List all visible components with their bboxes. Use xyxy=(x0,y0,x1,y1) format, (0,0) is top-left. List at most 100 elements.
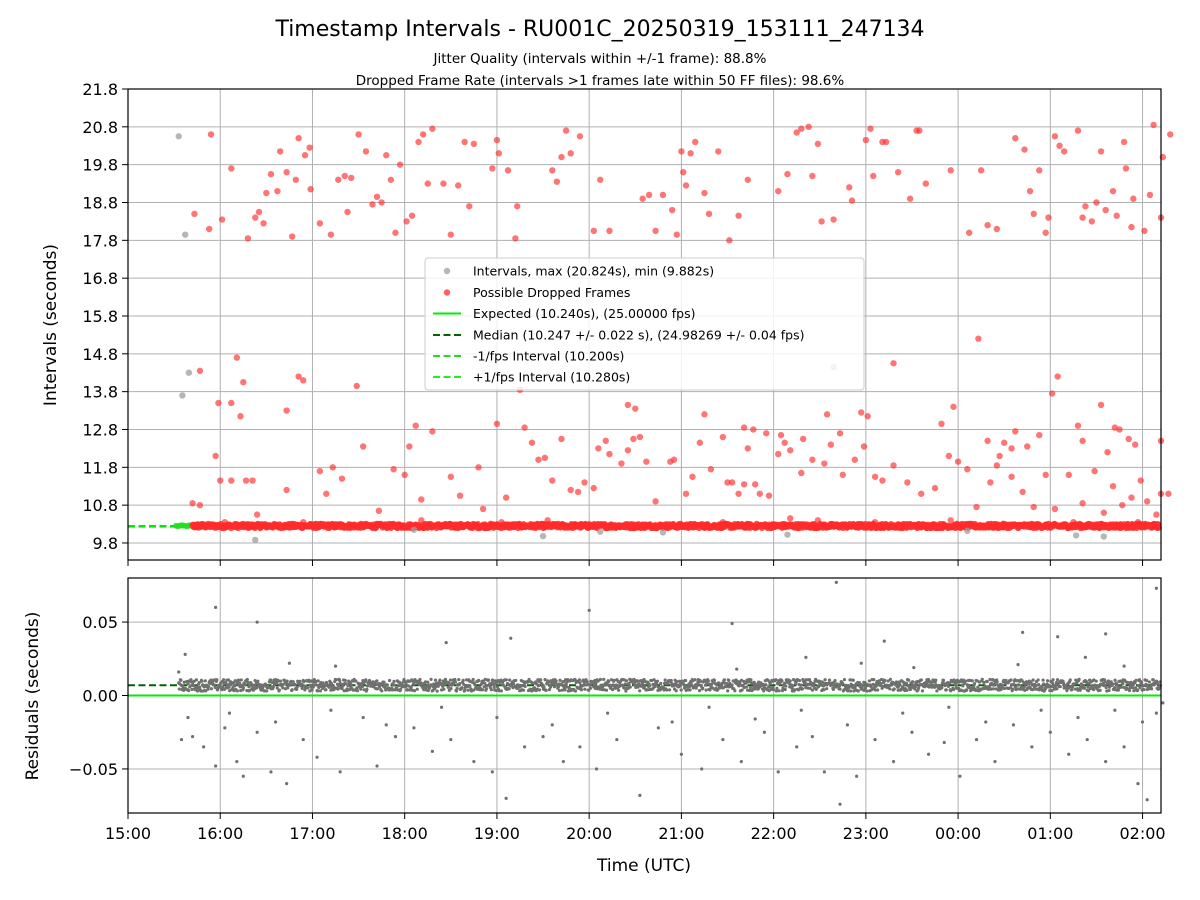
dropped-frame-point xyxy=(724,479,731,486)
residual-band-point xyxy=(667,688,672,692)
residual-band-point xyxy=(725,681,729,686)
dropped-frame-point xyxy=(396,161,404,168)
dropped-frame-point xyxy=(1150,121,1157,129)
residual-band-point xyxy=(265,689,269,693)
dropped-frame-point xyxy=(567,150,574,157)
time-x-tick-label: 00:00 xyxy=(935,824,981,843)
intervals-y-tick-label: 12.8 xyxy=(82,420,118,439)
residual-point xyxy=(845,723,850,727)
residual-band-point xyxy=(831,687,835,691)
residual-band-point xyxy=(324,680,329,685)
chart-subtitle-dropped: Dropped Frame Rate (intervals >1 frames … xyxy=(356,73,845,89)
residual-band-point xyxy=(487,678,491,682)
dropped-frame-point xyxy=(237,413,244,420)
dropped-frame-point xyxy=(1134,518,1142,526)
dropped-frame-point xyxy=(1030,210,1037,218)
residual-band-point xyxy=(701,686,705,690)
residual-band-point xyxy=(1024,680,1029,684)
residual-band-point xyxy=(972,682,977,686)
dropped-frame-point xyxy=(276,148,284,155)
residual-band-point xyxy=(243,682,247,687)
residual-point xyxy=(638,793,642,797)
dropped-frame-point xyxy=(283,169,290,176)
residual-band-point xyxy=(359,687,363,691)
residual-band-point xyxy=(433,678,438,682)
dropped-frame-point xyxy=(1074,127,1082,134)
residual-band-point xyxy=(1077,677,1081,681)
residual-band-point xyxy=(954,683,958,687)
dropped-frame-point xyxy=(1131,441,1139,448)
dropped-frame-point xyxy=(1128,223,1135,231)
dropped-frame-point xyxy=(558,153,565,161)
dropped-frame-point xyxy=(673,231,680,238)
dropped-frame-point xyxy=(630,435,637,443)
dropped-frame-point xyxy=(335,176,342,183)
dropped-frame-point xyxy=(301,152,309,159)
residual-band-point xyxy=(448,678,453,682)
dropped-frame-point xyxy=(595,445,602,452)
dropped-frame-point xyxy=(255,208,263,216)
residual-point xyxy=(1076,715,1080,720)
residual-band-point xyxy=(672,684,676,688)
residual-band-point xyxy=(935,689,939,693)
residual-point xyxy=(855,774,859,778)
residual-point xyxy=(472,759,476,764)
residual-band-point xyxy=(896,688,900,692)
residual-point xyxy=(958,774,962,778)
residual-band-point xyxy=(556,685,560,689)
dropped-frame-point xyxy=(1109,187,1117,195)
residual-point xyxy=(227,711,232,715)
time-x-tick-label: 16:00 xyxy=(197,824,243,843)
intervals-x-tick-marks xyxy=(127,560,1144,566)
dropped-frame-point xyxy=(744,176,751,183)
dropped-frame-point xyxy=(597,176,604,183)
dropped-frame-point xyxy=(1048,390,1056,397)
residual-band-point xyxy=(666,682,670,686)
residual-band-point xyxy=(177,687,181,691)
dropped-frame-point xyxy=(993,225,1001,233)
residual-point xyxy=(177,670,181,674)
residual-band-point xyxy=(1078,688,1082,692)
residual-band-point xyxy=(612,678,616,682)
dropped-frame-point xyxy=(590,227,597,235)
intervals-y-tick-label: 20.8 xyxy=(82,118,118,137)
residual-band-point xyxy=(717,681,721,685)
residual-band-point xyxy=(387,678,392,683)
chart-title: Timestamp Intervals - RU001C_20250319_15… xyxy=(274,17,924,42)
residual-band-point xyxy=(329,681,334,686)
residual-band-point xyxy=(1142,687,1146,692)
dropped-frame-point xyxy=(228,165,235,172)
residual-band-point xyxy=(392,683,397,687)
residual-band-point xyxy=(1041,678,1045,682)
residual-band-point xyxy=(708,688,712,692)
residuals-points xyxy=(177,580,1165,806)
dropped-frame-point xyxy=(207,131,215,138)
residual-band-point xyxy=(895,682,899,686)
dropped-frame-point xyxy=(975,335,982,342)
residual-band-point xyxy=(442,683,446,687)
residual-band-point xyxy=(653,684,657,689)
residual-band-point xyxy=(238,681,242,685)
residual-point xyxy=(301,737,305,742)
dropped-frame-point xyxy=(1088,218,1096,225)
residual-band-point xyxy=(1018,687,1023,691)
residual-band-point xyxy=(1055,678,1060,682)
residual-band-point xyxy=(275,682,279,686)
residual-band-point xyxy=(411,682,415,686)
dropped-frame-point xyxy=(756,490,763,497)
intervals-y-tick-label: 13.8 xyxy=(82,383,118,402)
residual-band-point xyxy=(241,686,246,690)
residual-band-point xyxy=(235,689,239,693)
residual-band-point xyxy=(484,687,489,691)
residual-band-point xyxy=(695,682,699,687)
dropped-frame-point xyxy=(787,447,794,454)
residual-band-point xyxy=(652,678,656,682)
residual-band-point xyxy=(1050,681,1055,685)
residual-point xyxy=(594,767,599,771)
residual-band-point xyxy=(293,682,297,687)
dropped-frame-point xyxy=(1021,146,1028,153)
legend-label-dropped: Possible Dropped Frames xyxy=(473,285,630,300)
residual-band-point xyxy=(436,684,440,688)
residual-band-point xyxy=(438,678,442,682)
residual-band-point xyxy=(1027,682,1031,686)
